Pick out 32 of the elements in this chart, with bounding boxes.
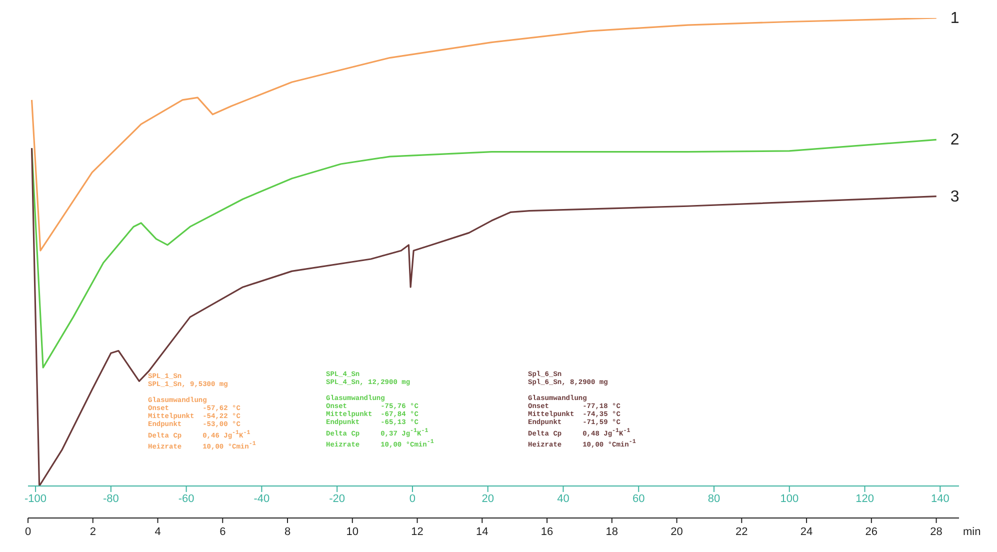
x-tick-label: 40 [557,492,570,505]
series-label: 3 [950,188,960,206]
x-tick-label: -80 [102,492,119,505]
x2-tick-label: 26 [865,526,878,538]
x2-tick-label: 14 [476,526,488,538]
series-label: 2 [950,132,960,149]
x2-tick-label: 24 [800,526,813,538]
series-label: 1 [950,10,960,27]
x2-tick-label: 20 [670,526,683,538]
x-tick-label: 100 [780,492,799,505]
x-tick-label: 140 [930,492,950,505]
x-tick-label: 0 [409,492,416,505]
x2-tick-label: 16 [540,526,554,538]
x2-tick-label: 0 [24,526,32,538]
x2-axis-title: min [963,526,981,538]
x-tick-label: 80 [708,492,720,505]
x-tick-label: 120 [856,492,874,505]
x-tick-label: -20 [329,492,346,505]
x2-tick-label: 6 [220,526,226,538]
x2-tick-label: 28 [930,526,942,538]
x-tick-label: -100 [24,492,47,505]
x2-tick-label: 18 [606,526,618,538]
x2-tick-label: 22 [736,526,748,538]
x-tick-label: -60 [178,492,194,505]
x2-tick-label: 8 [284,526,291,538]
x2-tick-label: 4 [154,526,161,538]
x2-tick-label: 12 [411,526,424,538]
x-tick-label: -40 [254,492,270,505]
x-tick-label: 20 [482,492,494,505]
x2-tick-label: 2 [90,526,96,538]
x2-tick-label: 10 [346,526,359,538]
x-tick-label: 60 [632,492,645,505]
